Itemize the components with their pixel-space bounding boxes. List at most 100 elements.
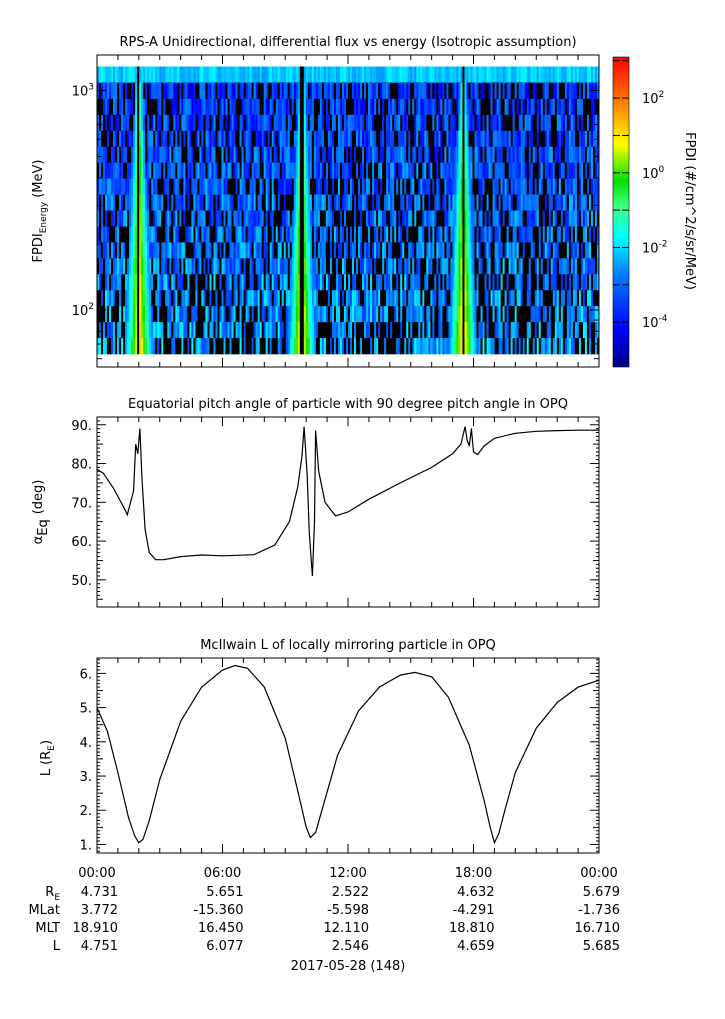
spectrogram-cell — [436, 162, 439, 179]
spectrogram-cell — [528, 98, 532, 116]
spectrogram-cell — [372, 210, 375, 227]
spectrogram-cell — [237, 130, 240, 148]
spectrogram-cell — [500, 274, 503, 291]
spectrogram-cell — [279, 322, 283, 339]
spectrogram-cell — [562, 338, 566, 355]
spectrogram-cell — [129, 130, 132, 148]
spectrogram-cell — [352, 82, 355, 100]
spectrogram-cell — [151, 306, 154, 323]
spectrogram-cell — [255, 242, 258, 259]
spectrogram-cell — [99, 226, 102, 243]
spectrogram-cell — [444, 178, 447, 195]
spectrogram-cell — [299, 322, 303, 339]
spectrogram-cell — [496, 162, 499, 179]
spectrogram-cell — [462, 258, 465, 275]
spectrogram-cell — [360, 322, 363, 339]
spectrogram-cell — [554, 210, 558, 227]
spectrogram-cell — [422, 210, 425, 227]
spectrogram-cell — [217, 146, 220, 163]
spectrogram-cell — [237, 242, 240, 259]
spectrogram-cell — [388, 66, 391, 83]
spectrogram-cell — [217, 114, 220, 132]
spectrogram-cell — [570, 66, 574, 83]
spectrogram-cell — [131, 242, 134, 259]
spectrogram-cell — [470, 226, 473, 243]
spectrogram-cell — [460, 178, 463, 195]
spectrogram-cell — [223, 146, 226, 163]
spectrogram-cell — [366, 98, 369, 116]
spectrogram-cell — [107, 306, 110, 323]
spectrogram-cell — [263, 210, 266, 227]
spectrogram-cell — [199, 130, 202, 148]
spectrogram-cell — [121, 162, 124, 179]
spectrogram-cell — [472, 306, 475, 323]
spectrogram-cell — [293, 146, 297, 163]
spectrogram-cell — [287, 242, 291, 259]
spectrogram-cell — [253, 66, 256, 83]
spectrogram-cell — [404, 194, 407, 211]
spectrogram-cell — [313, 226, 317, 243]
spectrogram-cell — [398, 290, 401, 307]
spectrogram-cell — [388, 210, 391, 227]
spectrogram-cell — [546, 242, 550, 259]
spectrogram-cell — [384, 146, 387, 163]
spectrogram-cell — [508, 290, 511, 307]
spectrogram-cell — [372, 338, 375, 355]
spectrogram-cell — [185, 274, 188, 291]
spectrogram-cell — [295, 194, 299, 211]
spectrogram-cell — [311, 114, 315, 132]
spectrogram-cell — [474, 290, 477, 307]
spectrogram-cell — [452, 114, 455, 132]
spectrogram-cell — [345, 194, 349, 211]
spectrogram-cell — [135, 338, 138, 355]
spectrogram-cell — [313, 306, 317, 323]
spectrogram-cell — [235, 194, 238, 211]
spectrogram-cell — [510, 210, 513, 227]
spectrogram-cell — [99, 258, 102, 275]
spectrogram-cell — [488, 82, 491, 100]
spectrogram-cell — [149, 114, 152, 132]
spectrogram-cell — [323, 242, 327, 259]
spectrogram-cell — [319, 226, 323, 243]
spectrogram-cell — [538, 306, 542, 323]
spectrogram-cell — [450, 114, 453, 132]
spectrogram-cell — [478, 178, 481, 195]
spectrogram-cell — [364, 290, 367, 307]
spectrogram-cell — [151, 66, 154, 83]
spectrogram-cell — [255, 194, 258, 211]
spectrogram-cell — [169, 226, 172, 243]
spectrogram-cell — [185, 130, 188, 148]
spectrogram-cell — [137, 274, 140, 291]
spectrogram-cell — [245, 130, 248, 148]
spectrogram-cell — [105, 98, 108, 116]
spectrogram-cell — [205, 146, 208, 163]
spectrogram-cell — [267, 242, 270, 259]
spectrogram-cell — [187, 210, 190, 227]
spectrogram-cell — [195, 98, 198, 116]
spectrogram-cell — [372, 146, 375, 163]
spectrogram-cell — [448, 146, 451, 163]
spectrogram-cell — [582, 178, 586, 195]
spectrogram-cell — [205, 114, 208, 132]
spectrogram-cell — [444, 66, 447, 83]
spectrogram-cell — [514, 242, 517, 259]
spectrogram-cell — [442, 274, 445, 291]
spectrogram-cell — [205, 66, 208, 83]
spectrogram-cell — [309, 322, 313, 339]
colorbar-label: FPDI (#/cm^2/s/sr/MeV) — [682, 132, 697, 290]
spectrogram-cell — [325, 290, 329, 307]
spectrogram-cell — [217, 194, 220, 211]
spectrogram-cell — [245, 98, 248, 116]
spectrogram-cell — [526, 306, 530, 323]
spectrogram-cell — [249, 258, 252, 275]
spectrogram-cell — [99, 306, 102, 323]
spectrogram-cell — [540, 114, 544, 132]
spectrogram-cell — [205, 242, 208, 259]
spectrogram-cell — [165, 338, 168, 355]
spectrogram-cell — [175, 162, 178, 179]
spectrogram-cell — [327, 290, 331, 307]
spectrogram-cell — [341, 338, 345, 355]
spectrogram-cell — [370, 306, 373, 323]
spectrogram-cell — [321, 290, 325, 307]
spectrogram-cell — [97, 98, 100, 116]
